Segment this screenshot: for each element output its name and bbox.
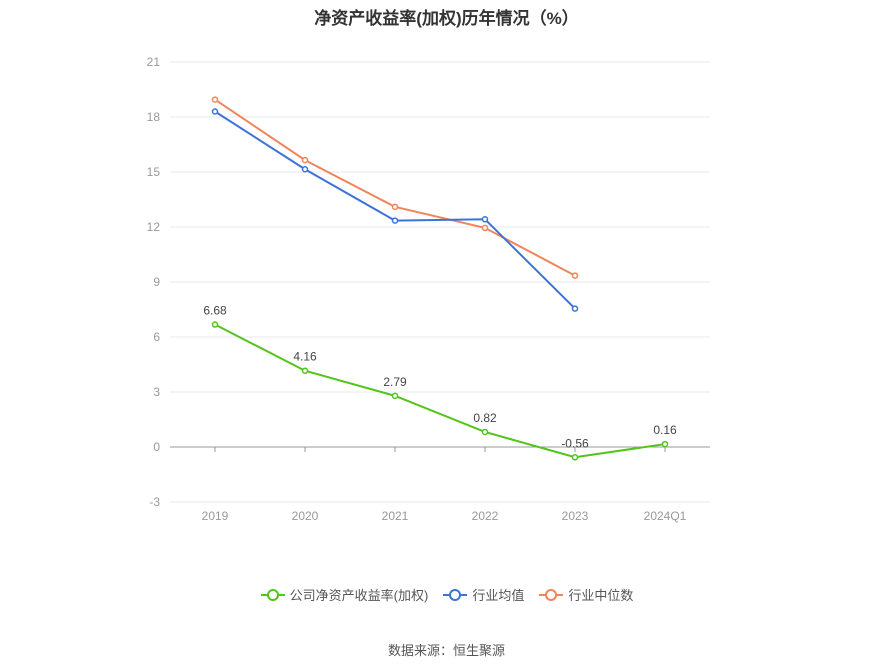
series-line xyxy=(214,98,576,277)
source-note: 数据来源：恒生聚源 xyxy=(387,643,505,658)
legend-label: 公司净资产收益率(加权) xyxy=(289,588,429,603)
x-tick-label: 2021 xyxy=(382,509,409,523)
data-point xyxy=(211,96,219,103)
legend-swatch-marker xyxy=(266,588,279,601)
y-tick-label: 15 xyxy=(147,165,161,179)
legend-item[interactable]: 行业中位数 xyxy=(538,585,633,604)
legend-label: 行业均值 xyxy=(472,588,525,603)
data-point xyxy=(661,440,669,448)
y-tick-label: 12 xyxy=(147,220,161,234)
legend-swatch-marker xyxy=(449,588,462,601)
x-tick-label: 2019 xyxy=(202,509,229,523)
data-point xyxy=(211,321,219,328)
x-tick-label: 2024Q1 xyxy=(644,509,687,523)
y-tick-label: 21 xyxy=(147,55,161,69)
grid-lines xyxy=(170,61,710,503)
data-point xyxy=(211,108,219,115)
legend-swatch xyxy=(539,588,564,601)
data-point xyxy=(481,224,489,232)
data-point xyxy=(301,156,309,164)
y-tick-label: 3 xyxy=(153,385,160,399)
data-point xyxy=(571,305,579,312)
data-point xyxy=(301,367,309,374)
data-point xyxy=(571,454,579,461)
data-point xyxy=(391,392,399,400)
series-lines xyxy=(211,96,669,461)
data-label: 4.16 xyxy=(293,350,317,364)
axes: -3 0 3 6 9 12 15 18 21 2019 2020 2021 2022 2023 2024Q1 xyxy=(147,55,710,523)
data-label: 2.79 xyxy=(383,375,407,389)
data-point xyxy=(391,203,399,211)
legend-swatch xyxy=(260,588,285,601)
chart-title: 净资产收益率(加权)历年情况（%） xyxy=(314,9,579,28)
x-tick-label: 2023 xyxy=(562,509,589,523)
legend-item[interactable]: 公司净资产收益率(加权) xyxy=(260,585,429,604)
y-tick-label: 0 xyxy=(153,440,160,454)
legend-swatch xyxy=(443,588,468,601)
data-point xyxy=(481,216,489,223)
legend-item[interactable]: 行业均值 xyxy=(442,585,524,604)
legend-swatch-marker xyxy=(545,588,558,601)
data-label: -0.56 xyxy=(561,436,589,450)
data-point xyxy=(391,217,399,224)
y-tick-label: 18 xyxy=(147,110,161,124)
data-labels: 6.68 4.16 2.79 0.82 -0.56 0.16 xyxy=(203,304,677,451)
x-tick-label: 2020 xyxy=(292,509,319,523)
data-point xyxy=(571,272,579,279)
y-tick-label: 9 xyxy=(153,275,160,289)
x-tick-label: 2022 xyxy=(472,509,499,523)
legend: 公司净资产收益率(加权) 行业均值 行业中位数 xyxy=(0,585,893,604)
data-label: 6.68 xyxy=(203,304,227,318)
data-label: 0.16 xyxy=(653,423,677,437)
y-tick-label: 6 xyxy=(153,330,160,344)
legend-label: 行业中位数 xyxy=(568,588,634,603)
data-point xyxy=(301,166,309,173)
data-point xyxy=(481,428,489,436)
data-label: 0.82 xyxy=(473,411,497,425)
series-line xyxy=(214,323,666,459)
y-tick-label: -3 xyxy=(149,495,160,509)
